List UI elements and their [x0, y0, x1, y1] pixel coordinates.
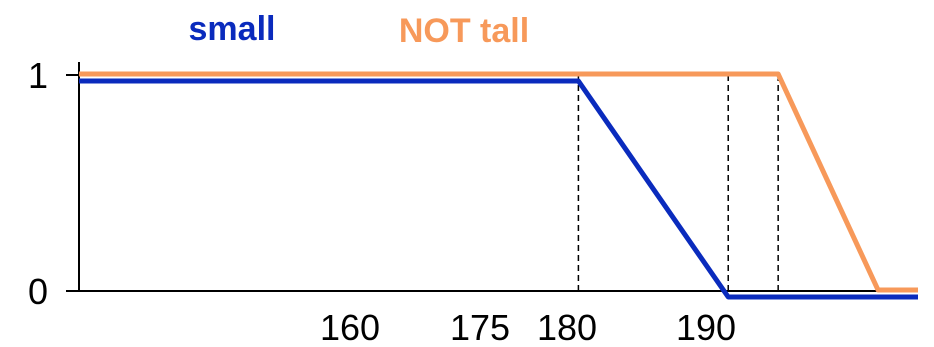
series-group	[79, 71, 918, 300]
x-tick-label-190: 190	[676, 307, 736, 347]
series-line-not-tall	[79, 71, 918, 293]
y-tick-label-0: 0	[28, 271, 48, 312]
legend-label-small: small	[189, 10, 276, 48]
x-tick-label-180: 180	[537, 307, 597, 347]
series-line-small	[79, 78, 918, 300]
x-tick-label-175: 175	[450, 307, 510, 347]
legend-label-not-tall: NOT tall	[399, 12, 529, 50]
y-tick-label-1: 1	[28, 55, 48, 96]
x-tick-label-160: 160	[320, 307, 380, 347]
reference-lines	[577, 75, 779, 291]
